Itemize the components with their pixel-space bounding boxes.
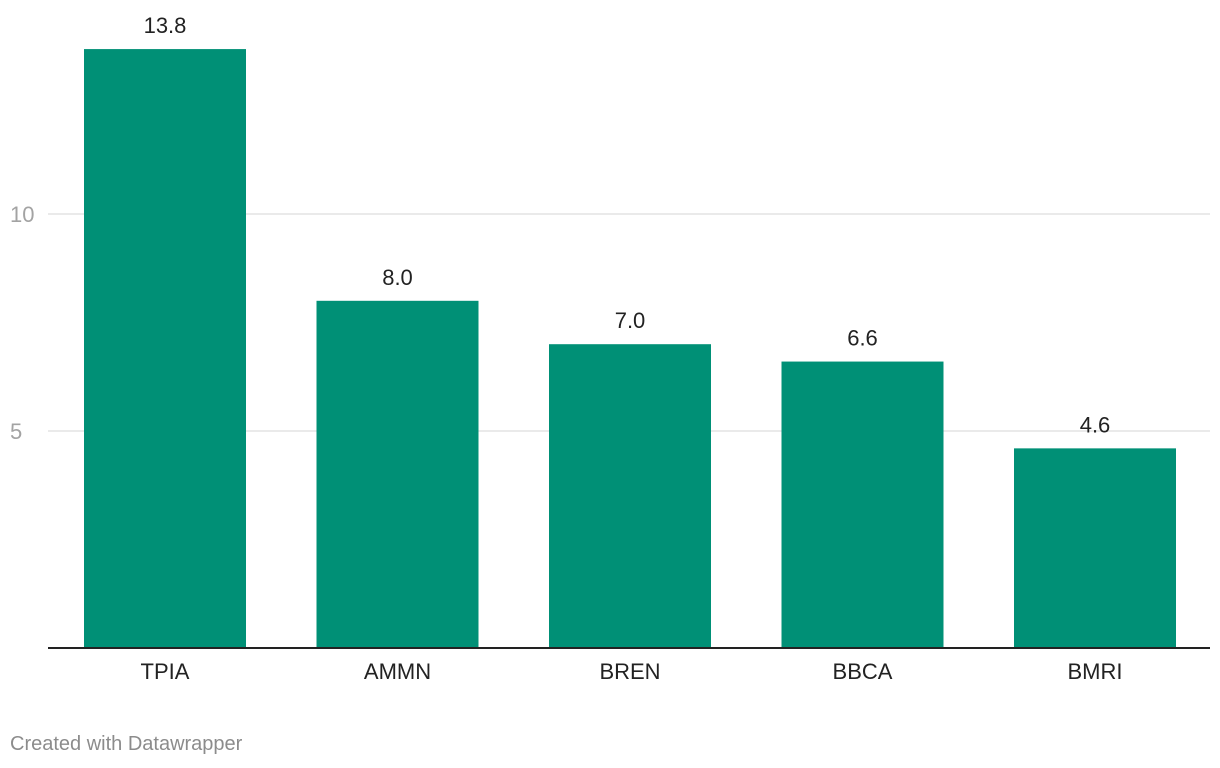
bar-tpia — [84, 49, 246, 648]
y-tick-label: 5 — [10, 419, 22, 444]
value-label-tpia: 13.8 — [144, 13, 187, 38]
value-label-bmri: 4.6 — [1080, 412, 1111, 437]
credit-text: Created with Datawrapper — [10, 733, 243, 755]
bar-bmri — [1014, 448, 1176, 648]
category-label-ammn: AMMN — [364, 659, 431, 684]
value-label-bren: 7.0 — [615, 308, 646, 333]
bars — [84, 49, 1176, 648]
category-label-bbca: BBCA — [833, 659, 893, 684]
y-tick-label: 10 — [10, 202, 34, 227]
bar-ammn — [316, 300, 479, 648]
bar-bren — [549, 344, 711, 648]
labels: 5 10 13.8 TPIA 8.0 AMMN 7.0 BREN 6.6 BBCA 4.6 BMRI — [10, 13, 1123, 684]
category-label-bren: BREN — [599, 659, 660, 684]
category-label-bmri: BMRI — [1068, 659, 1123, 684]
value-label-ammn: 8.0 — [382, 265, 413, 290]
bar-bbca — [781, 361, 944, 648]
value-label-bbca: 6.6 — [847, 326, 878, 351]
category-label-tpia: TPIA — [141, 659, 190, 684]
